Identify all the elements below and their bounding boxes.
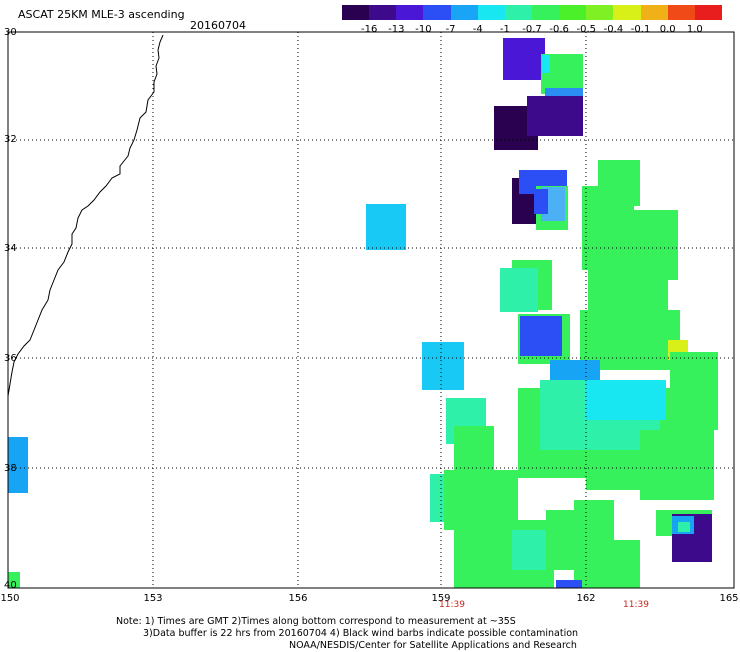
lon-label-162: 162	[576, 593, 596, 604]
data-cell	[612, 540, 640, 588]
colorbar-tick-label: -13	[388, 24, 405, 35]
colorbar-tick-label: -10	[415, 24, 432, 35]
lat-label-38: 38	[4, 463, 17, 474]
colorbar-tick-label: -4	[472, 24, 483, 35]
lon-label-165: 165	[719, 593, 739, 604]
data-cell	[640, 430, 714, 500]
colorbar-segment	[423, 5, 452, 20]
colorbar-segment	[504, 5, 533, 20]
colorbar-segment	[640, 5, 669, 20]
colorbar	[342, 5, 723, 20]
data-cell	[422, 342, 464, 390]
colorbar-segment	[559, 5, 587, 20]
data-swaths	[8, 38, 718, 588]
colorbar-segment	[369, 5, 397, 20]
graticule	[8, 32, 734, 588]
data-cell	[680, 380, 718, 430]
data-cell	[527, 322, 557, 356]
lat-label-40: 40	[4, 580, 17, 591]
colorbar-segment	[450, 5, 479, 20]
colorbar-segment	[586, 5, 614, 20]
data-cell	[366, 204, 406, 250]
colorbar-segment	[532, 5, 560, 20]
data-cell	[582, 186, 634, 270]
footnote-line-2: 3)Data buffer is 22 hrs from 20160704 4)…	[143, 628, 579, 639]
lon-label-153: 153	[143, 593, 163, 604]
colorbar-tick-label: 0.0	[659, 24, 676, 35]
data-cell	[527, 96, 583, 136]
data-cell	[454, 426, 494, 474]
colorbar-tick-label: -0.5	[576, 24, 597, 35]
colorbar-tick-label: -1	[499, 24, 510, 35]
colorbar-segment	[667, 5, 696, 20]
colorbar-tick-label: -0.7	[522, 24, 542, 35]
map-title: ASCAT 25KM MLE-3 ascending	[18, 8, 185, 21]
colorbar-tick-label: 1.0	[686, 24, 703, 35]
time-label: 11:39	[623, 600, 649, 610]
lat-label-36: 36	[4, 353, 17, 364]
map-date: 20160704	[190, 19, 246, 32]
data-cell	[542, 55, 550, 73]
time-label: 11:39	[439, 600, 465, 610]
data-cell	[556, 580, 582, 588]
colorbar-tick-label: -0.4	[603, 24, 624, 35]
lon-label-150: 150	[0, 593, 20, 604]
footnote: Note: 1) Times are GMT 2)Times along bot…	[116, 616, 578, 652]
data-cell	[500, 268, 538, 312]
footnote-line-3: NOAA/NESDIS/Center for Satellite Applica…	[289, 640, 577, 651]
lat-label-30: 30	[4, 27, 17, 38]
data-cell	[512, 530, 552, 570]
plot-frame	[7, 31, 735, 589]
data-cell	[503, 38, 545, 80]
colorbar-segment	[396, 5, 424, 20]
data-cell	[534, 189, 548, 214]
data-cell	[678, 522, 690, 532]
colorbar-segment	[342, 5, 370, 20]
data-cell	[586, 470, 642, 490]
data-cell	[545, 88, 583, 98]
colorbar-tick-label: -16	[360, 24, 378, 35]
data-cell	[8, 437, 28, 493]
coastline	[7, 34, 164, 397]
lon-label-159: 159	[431, 593, 451, 604]
colorbar-segment	[613, 5, 642, 20]
lat-label-32: 32	[4, 134, 17, 145]
footnote-line-1: Note: 1) Times are GMT 2)Times along bot…	[116, 616, 516, 627]
colorbar-tick-label: -0.6	[549, 24, 569, 35]
colorbar-segment	[694, 5, 723, 20]
lat-label-34: 34	[4, 243, 17, 254]
colorbar-tick-label: -0.1	[630, 24, 651, 35]
data-cell	[586, 380, 666, 420]
data-cell	[8, 572, 20, 588]
colorbar-segment	[477, 5, 506, 20]
data-cell	[574, 500, 614, 588]
lon-label-156: 156	[288, 593, 308, 604]
colorbar-tick-label: -7	[445, 24, 456, 35]
